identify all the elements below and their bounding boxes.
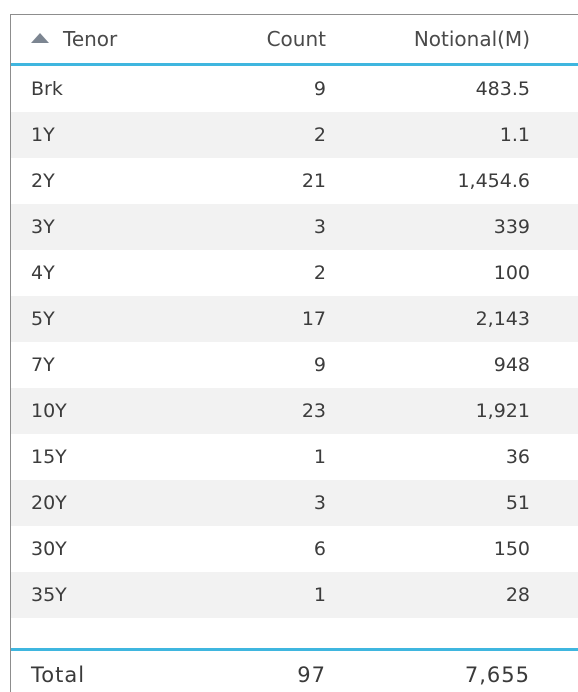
table-body: Brk 9 483.5 1Y 2 1.1 2Y 21 1,454.6 3Y 3 … (11, 66, 578, 618)
table-row[interactable]: 15Y 1 36 (11, 434, 578, 480)
cell-notional: 28 (505, 584, 530, 606)
cell-notional: 2,143 (475, 308, 530, 330)
total-notional: 7,655 (464, 663, 530, 687)
sort-ascending-icon[interactable] (31, 33, 49, 43)
table-row[interactable]: 1Y 2 1.1 (11, 112, 578, 158)
table-row[interactable]: 5Y 17 2,143 (11, 296, 578, 342)
total-count: 97 (297, 663, 326, 687)
total-row: Total 97 7,655 (11, 648, 578, 692)
table-row[interactable]: 4Y 2 100 (11, 250, 578, 296)
table-row[interactable]: 30Y 6 150 (11, 526, 578, 572)
cell-count: 6 (313, 538, 326, 560)
table-row[interactable]: 2Y 21 1,454.6 (11, 158, 578, 204)
table-row[interactable]: 20Y 3 51 (11, 480, 578, 526)
cell-tenor: 15Y (31, 446, 67, 468)
table-row[interactable]: 7Y 9 948 (11, 342, 578, 388)
cell-notional: 948 (493, 354, 530, 376)
cell-count: 9 (313, 354, 326, 376)
cell-tenor: 2Y (31, 170, 55, 192)
cell-tenor: 7Y (31, 354, 55, 376)
cell-tenor: 35Y (31, 584, 67, 606)
cell-count: 3 (313, 492, 326, 514)
cell-notional: 100 (493, 262, 530, 284)
cell-tenor: Brk (31, 78, 63, 100)
cell-notional: 483.5 (475, 78, 530, 100)
cell-count: 1 (313, 446, 326, 468)
total-label: Total (31, 663, 86, 687)
cell-tenor: 4Y (31, 262, 55, 284)
table-row[interactable]: 10Y 23 1,921 (11, 388, 578, 434)
cell-notional: 1,454.6 (457, 170, 530, 192)
cell-count: 3 (313, 216, 326, 238)
cell-count: 21 (301, 170, 326, 192)
cell-count: 23 (301, 400, 326, 422)
cell-count: 1 (313, 584, 326, 606)
table-row[interactable]: Brk 9 483.5 (11, 66, 578, 112)
cell-notional: 1,921 (475, 400, 530, 422)
column-header-count[interactable]: Count (266, 27, 326, 51)
cell-count: 2 (313, 124, 326, 146)
cell-tenor: 5Y (31, 308, 55, 330)
cell-tenor: 3Y (31, 216, 55, 238)
table-row[interactable]: 3Y 3 339 (11, 204, 578, 250)
cell-notional: 1.1 (499, 124, 530, 146)
table-spacer (11, 618, 578, 648)
cell-notional: 36 (505, 446, 530, 468)
column-header-tenor-label: Tenor (63, 27, 118, 51)
cell-notional: 150 (493, 538, 530, 560)
cell-count: 9 (313, 78, 326, 100)
cell-count: 2 (313, 262, 326, 284)
cell-tenor: 20Y (31, 492, 67, 514)
cell-tenor: 10Y (31, 400, 67, 422)
column-header-tenor[interactable]: Tenor (31, 15, 117, 63)
table-row[interactable]: 35Y 1 28 (11, 572, 578, 618)
cell-count: 17 (301, 308, 326, 330)
cell-notional: 339 (493, 216, 530, 238)
cell-tenor: 1Y (31, 124, 55, 146)
cell-tenor: 30Y (31, 538, 67, 560)
tenor-table: Tenor Count Notional(M) Brk 9 483.5 1Y 2… (10, 14, 578, 692)
column-header-notional[interactable]: Notional(M) (413, 27, 530, 51)
cell-notional: 51 (505, 492, 530, 514)
table-header: Tenor Count Notional(M) (11, 15, 578, 66)
